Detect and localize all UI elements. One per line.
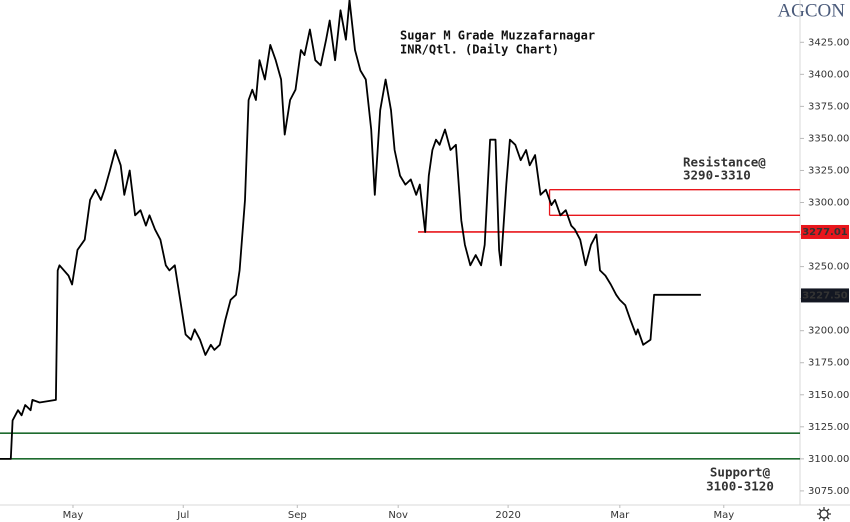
resistance-label: Resistance@ — [683, 155, 766, 170]
support-label: Support@ — [710, 465, 771, 480]
x-tick-label: Nov — [388, 510, 408, 521]
x-tick-label: May — [713, 510, 734, 521]
y-tick-label: 3400.00 — [808, 69, 849, 80]
y-tick-label: 3200.00 — [808, 326, 849, 337]
price-line — [0, 0, 701, 460]
y-tick-label: 3100.00 — [808, 454, 849, 465]
support-range: 3100-3120 — [706, 479, 774, 494]
y-tick-label: 3325.00 — [808, 165, 849, 176]
x-tick-label: 2020 — [495, 510, 520, 521]
y-tick-label: 3125.00 — [808, 422, 849, 433]
y-tick-label: 3175.00 — [808, 358, 849, 369]
chart-subtitle: INR/Qtl. (Daily Chart) — [400, 43, 559, 57]
settings-icon[interactable] — [817, 507, 831, 521]
y-tick-label: 3250.00 — [808, 262, 849, 273]
resistance-range: 3290-3310 — [683, 168, 751, 183]
last-price-tag — [801, 288, 849, 303]
y-tick-label: 3425.00 — [808, 37, 849, 48]
logo: AGCON — [777, 0, 845, 21]
y-tick-label: 3150.00 — [808, 390, 849, 401]
y-tick-label: 3350.00 — [808, 133, 849, 144]
last-price-label: 3227.50 — [802, 290, 848, 301]
level-tag — [801, 224, 849, 239]
y-tick-label: 3300.00 — [808, 198, 849, 209]
x-tick-label: Sep — [288, 510, 307, 521]
x-tick-label: May — [63, 510, 84, 521]
y-tick-label: 3075.00 — [808, 486, 849, 497]
x-tick-label: Mar — [610, 510, 630, 521]
x-tick-label: Jul — [176, 510, 189, 521]
chart-title: Sugar M Grade Muzzafarnagar — [400, 29, 595, 43]
level-label: 3277.01 — [802, 227, 848, 238]
y-tick-label: 3375.00 — [808, 101, 849, 112]
